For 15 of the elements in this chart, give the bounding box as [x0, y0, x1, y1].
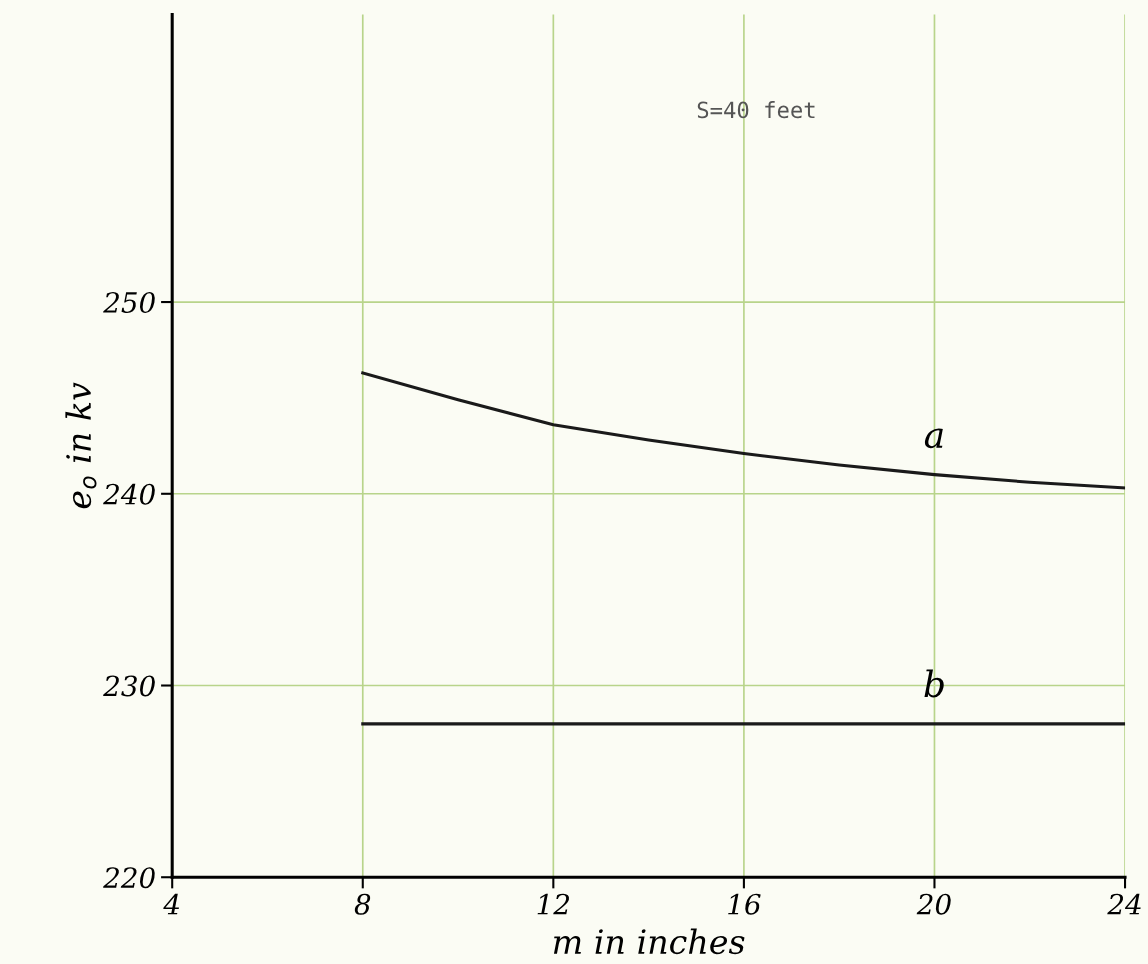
- series-label: a: [924, 428, 943, 449]
- y-axis-title: e$_{o}$ in kv: [65, 382, 97, 509]
- x-tick-label: 24: [1107, 893, 1141, 915]
- x-tick-label: 8: [354, 893, 371, 915]
- x-tick-label: 4: [163, 893, 179, 915]
- x-tick-label: 20: [916, 893, 951, 915]
- line-series: [361, 371, 1126, 490]
- x-axis-title: m in inches: [553, 928, 745, 955]
- y-tick-label: 250: [103, 291, 155, 313]
- x-tick-label: 16: [728, 893, 761, 915]
- y-tick-label: 230: [103, 675, 155, 697]
- y-tick-label: 240: [103, 483, 155, 505]
- y-tick-label: 220: [103, 867, 155, 889]
- series-label: b: [924, 669, 944, 698]
- x-tick-label: 12: [537, 893, 570, 915]
